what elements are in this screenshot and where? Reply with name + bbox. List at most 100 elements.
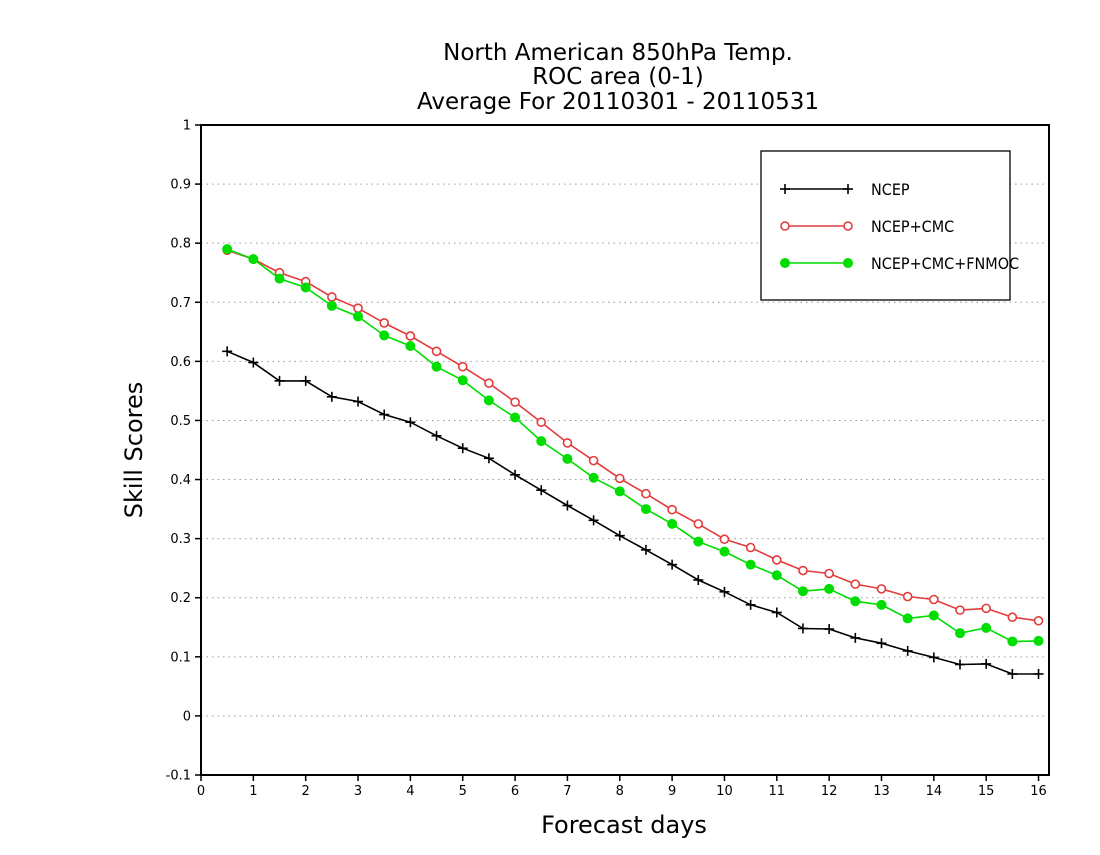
legend-marker	[843, 184, 853, 194]
x-tick-label: 1	[249, 784, 257, 799]
data-point-ncep-cmc-fnmoc	[797, 586, 808, 597]
legend-marker	[780, 258, 790, 268]
data-point-ncep-cmc-fnmoc	[483, 395, 494, 406]
data-point-ncep-cmc	[772, 555, 782, 565]
series-ncep	[222, 346, 1044, 679]
data-point-ncep	[797, 623, 808, 634]
data-point-ncep	[379, 409, 390, 420]
data-point-ncep	[667, 559, 678, 570]
data-point-ncep	[928, 652, 939, 663]
data-point-ncep	[405, 417, 416, 428]
data-point-ncep-cmc	[981, 603, 991, 614]
x-tick-label: 9	[668, 784, 676, 799]
data-point-ncep-cmc-fnmoc	[902, 613, 913, 624]
y-tick-label: 0.5	[170, 414, 191, 429]
data-point-ncep	[1033, 668, 1044, 679]
data-point-ncep-cmc	[641, 488, 651, 499]
data-point-ncep-cmc-fnmoc	[850, 596, 861, 607]
x-tick-label: 15	[978, 784, 995, 799]
data-point-ncep-cmc	[327, 292, 337, 302]
x-tick-label: 14	[926, 784, 943, 799]
data-point-ncep-cmc-fnmoc	[771, 570, 782, 581]
data-point-ncep-cmc	[693, 519, 704, 529]
data-point-ncep-cmc	[562, 438, 573, 448]
data-point-ncep	[326, 391, 337, 402]
x-tick-label: 12	[821, 784, 838, 799]
y-tick-label: 0	[183, 709, 191, 724]
y-tick-label: 0.7	[170, 296, 191, 311]
legend-label-ncep: NCEP	[871, 180, 910, 199]
series-line-ncep	[226, 350, 1039, 675]
data-point-ncep-cmc-fnmoc	[588, 472, 599, 483]
data-point-ncep-cmc-fnmoc	[981, 622, 992, 633]
y-tick-label: 1	[183, 119, 191, 134]
data-point-ncep-cmc	[955, 605, 965, 615]
x-tick-label: 11	[769, 784, 786, 799]
data-point-ncep	[562, 500, 573, 511]
chart-title-line-1: North American 850hPa Temp.	[443, 40, 793, 66]
data-point-ncep-cmc-fnmoc	[510, 412, 521, 423]
data-point-ncep-cmc	[379, 318, 390, 328]
data-point-ncep	[824, 624, 835, 635]
data-point-ncep-cmc-fnmoc	[667, 518, 678, 529]
data-point-ncep-cmc	[798, 565, 808, 576]
chart-title-line-3: Average For 20110301 - 20110531	[417, 89, 819, 115]
data-point-ncep	[457, 443, 468, 454]
data-point-ncep-cmc-fnmoc	[745, 559, 756, 570]
data-point-ncep-cmc	[850, 579, 861, 589]
legend-marker	[843, 258, 853, 268]
data-point-ncep-cmc-fnmoc	[431, 361, 442, 372]
data-point-ncep	[536, 485, 547, 496]
data-point-ncep-cmc-fnmoc	[719, 546, 730, 557]
data-point-ncep-cmc-fnmoc	[300, 282, 311, 293]
data-point-ncep-cmc-fnmoc	[274, 273, 285, 284]
data-point-ncep-cmc	[929, 594, 939, 605]
data-point-ncep-cmc-fnmoc	[222, 244, 233, 255]
y-tick-label: 0.8	[170, 237, 191, 252]
chart-title-line-2: ROC area (0-1)	[532, 64, 704, 90]
x-tick-label: 0	[197, 784, 205, 799]
data-point-ncep	[483, 453, 494, 464]
data-point-ncep-cmc	[719, 534, 730, 545]
legend-marker	[780, 184, 790, 194]
series-ncep-cmc-fnmoc	[222, 244, 1044, 647]
data-point-ncep	[955, 659, 966, 670]
data-point-ncep-cmc	[824, 568, 834, 579]
data-point-ncep-cmc	[588, 455, 599, 466]
data-point-ncep-cmc-fnmoc	[326, 300, 337, 311]
data-point-ncep-cmc	[484, 378, 494, 389]
x-tick-label: 16	[1030, 784, 1047, 799]
data-point-ncep	[693, 575, 704, 585]
y-axis-label: Skill Scores	[120, 382, 148, 519]
axis-ticks: -0.100.10.20.30.40.50.60.70.80.910 1 2 3 4 5 6…	[166, 119, 1047, 800]
data-point-ncep-cmc-fnmoc	[405, 341, 416, 351]
legend-marker	[843, 221, 853, 231]
data-point-ncep-cmc	[457, 361, 468, 372]
data-point-ncep-cmc-fnmoc	[693, 536, 704, 547]
data-point-ncep-cmc-fnmoc	[1007, 636, 1018, 647]
legend-sample-ncep	[780, 184, 853, 194]
plot-frame	[200, 124, 1050, 776]
data-point-ncep-cmc	[1007, 612, 1018, 623]
data-point-ncep	[274, 375, 285, 386]
x-tick-label: 3	[354, 784, 362, 799]
x-tick-label: 10	[716, 784, 733, 799]
data-point-ncep-cmc	[536, 417, 547, 428]
data-point-ncep	[248, 357, 259, 368]
y-tick-label: -0.1	[166, 769, 191, 784]
x-axis-label: Forecast days	[541, 811, 707, 839]
series-line-ncep-cmc	[226, 249, 1039, 622]
x-tick-label: 7	[563, 784, 571, 799]
x-tick-label: 13	[873, 784, 890, 799]
series-line-ncep-cmc-fnmoc	[226, 248, 1039, 643]
data-point-ncep-cmc-fnmoc	[614, 486, 625, 497]
data-point-ncep-cmc	[1033, 615, 1044, 626]
data-point-ncep-cmc	[876, 584, 887, 594]
y-tick-label: 0.3	[170, 532, 191, 547]
data-point-ncep-cmc-fnmoc	[457, 375, 468, 386]
data-point-ncep-cmc	[614, 473, 625, 484]
legend-markers	[780, 184, 853, 268]
x-tick-label: 4	[406, 784, 414, 799]
data-point-ncep-cmc	[510, 397, 520, 407]
